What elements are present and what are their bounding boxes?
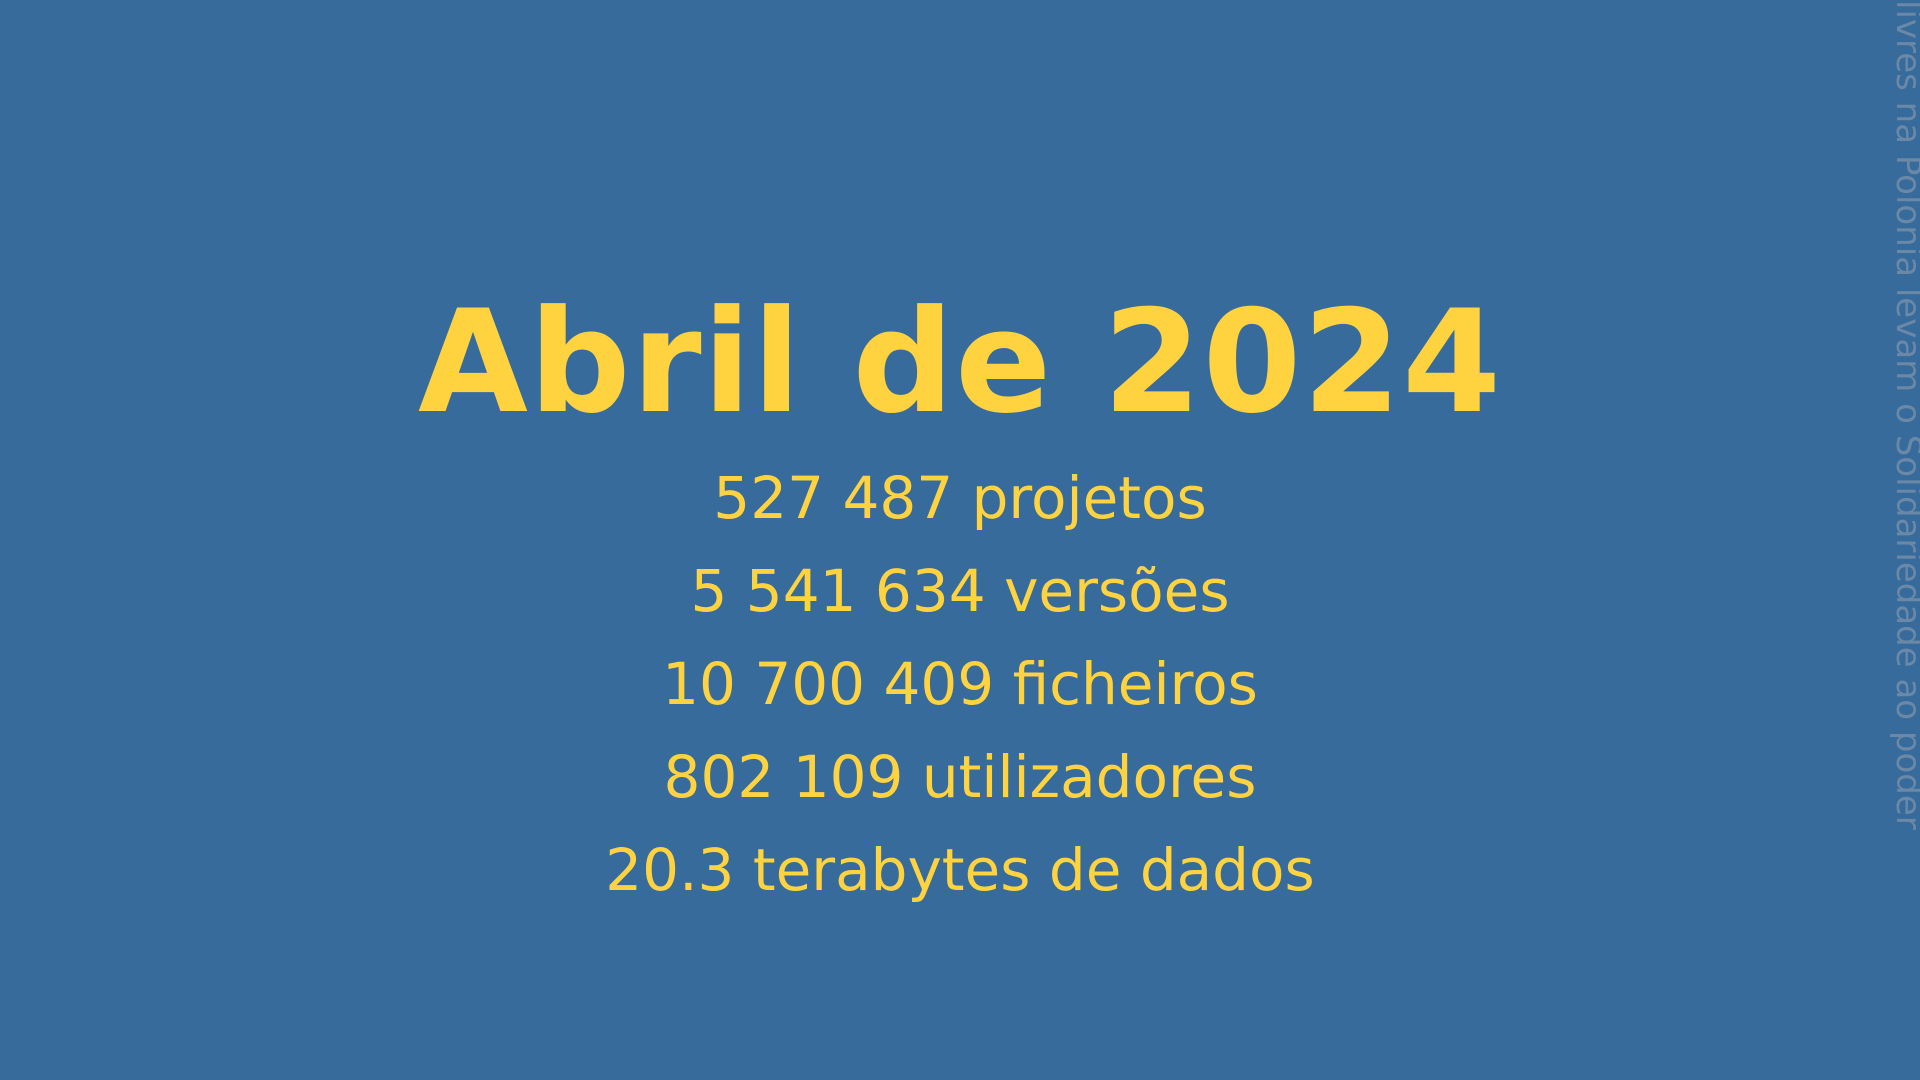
stats-list: 527 487 projetos 5 541 634 versões 10 70… [0,452,1920,917]
slide-title: Abril de 2024 [418,280,1502,446]
stat-files: 10 700 409 ficheiros [662,650,1258,718]
stat-data-size: 20.3 terabytes de dados [605,836,1315,904]
side-caption: livres na Polonia levam o Solidariedade … [1888,0,1920,830]
stat-users: 802 109 utilizadores [663,743,1257,811]
stat-projects: 527 487 projetos [713,464,1207,532]
stat-versions: 5 541 634 versões [690,557,1230,625]
